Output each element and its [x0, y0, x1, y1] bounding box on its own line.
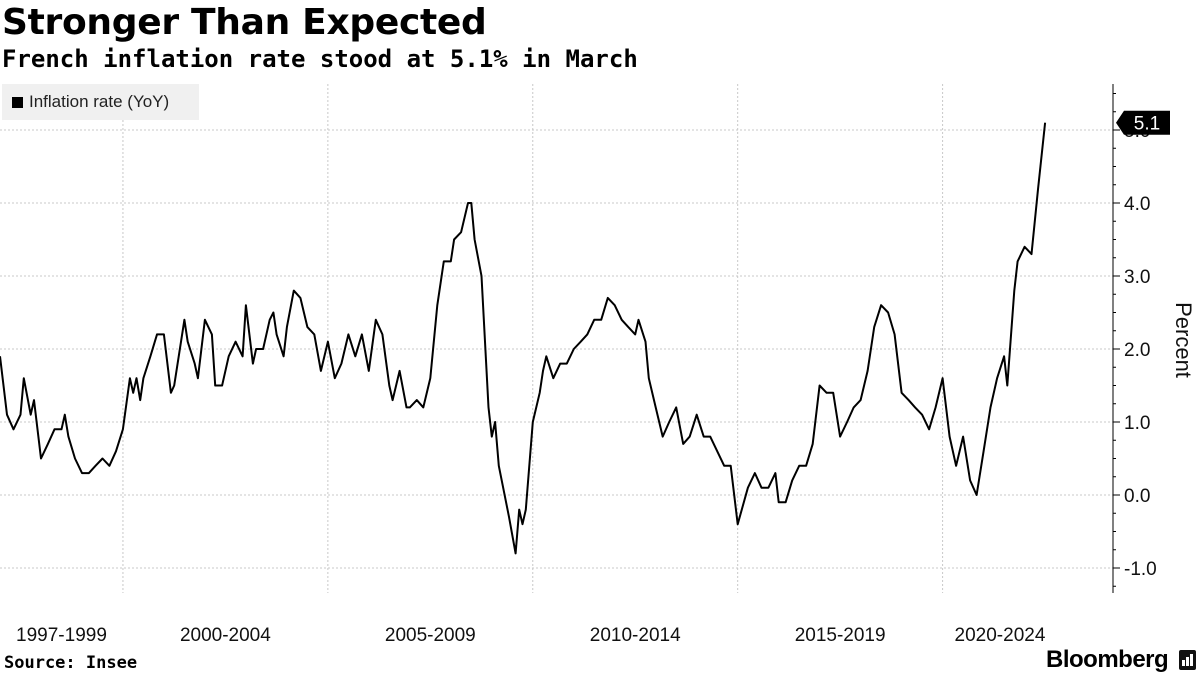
- y-tick-label: 1.0: [1124, 413, 1150, 434]
- legend-label: Inflation rate (YoY): [29, 92, 170, 111]
- y-axis-title: Percent: [1171, 302, 1196, 378]
- bloomberg-icon: [1179, 650, 1196, 670]
- y-tick-label: 2.0: [1124, 340, 1150, 361]
- y-tick-label: 0.0: [1124, 486, 1150, 507]
- source-note: Source: Insee: [4, 653, 138, 673]
- brand-logo: Bloomberg: [1046, 646, 1169, 673]
- y-tick-label: 4.0: [1124, 194, 1150, 215]
- x-tick-label: 2020-2024: [955, 625, 1046, 646]
- x-tick-label: 2005-2009: [385, 625, 476, 646]
- chart-title: Stronger Than Expected: [2, 2, 487, 43]
- last-value-callout: [1116, 110, 1170, 135]
- x-tick-label: 2015-2019: [795, 625, 886, 646]
- legend: Inflation rate (YoY): [2, 84, 199, 120]
- series-line-inflation: [0, 122, 1047, 555]
- x-tick-label: 1997-1999: [16, 625, 107, 646]
- y-tick-label: -1.0: [1124, 559, 1157, 580]
- y-tick-label: 3.0: [1124, 267, 1150, 288]
- x-tick-label: 2000-2004: [180, 625, 271, 646]
- chart-subtitle: French inflation rate stood at 5.1% in M…: [2, 45, 638, 73]
- legend-swatch-icon: [12, 96, 23, 108]
- x-tick-label: 2010-2014: [590, 625, 681, 646]
- last-value-label: 5.1: [1134, 114, 1160, 135]
